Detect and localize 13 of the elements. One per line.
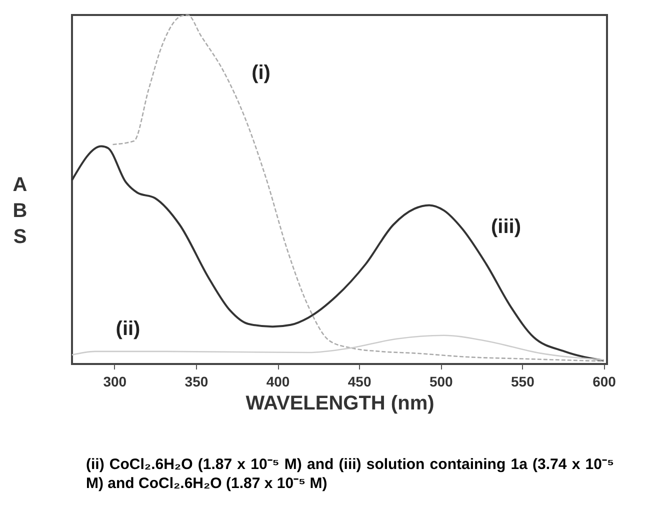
text: (ii) CoCl₂.6H₂O (1.87 x 10⁻⁵ M) and (iii) solution containing 1a (3.74 x 10⁻⁵ M) and CoCl₂.6H₂O (1.87 x 10⁻⁵ M)	[86, 455, 614, 493]
y-axis-title: ABS	[12, 174, 28, 248]
x-tick-label: 550	[511, 374, 535, 390]
x-tick-label: 350	[184, 374, 208, 390]
series-label: (ii)	[116, 318, 140, 340]
x-tick-label: 400	[266, 374, 290, 390]
x-tick-label: 300	[103, 374, 127, 390]
x-tick-label: 500	[429, 374, 454, 390]
series-label: (iii)	[491, 216, 521, 238]
x-tick-label: 450	[348, 374, 372, 390]
x-axis-title: WAVELENGTH (nm)	[246, 392, 434, 414]
series-label: (i)	[252, 62, 270, 84]
x-tick-label: 600	[592, 374, 616, 390]
